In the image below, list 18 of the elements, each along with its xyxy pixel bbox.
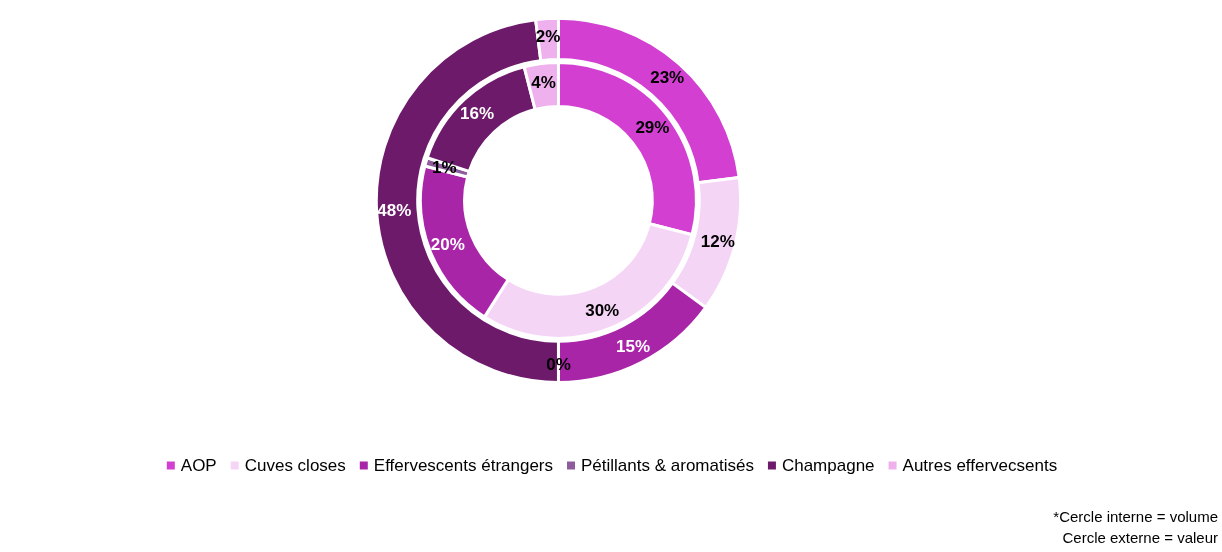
- text: *Cercle interne = volume: [1053, 507, 1218, 527]
- data-label: 23%: [650, 67, 685, 87]
- data-label: 4%: [531, 72, 556, 92]
- legend-label: AOP: [180, 456, 217, 475]
- data-label: 15%: [616, 337, 651, 357]
- legend-label: Pétillants & aromatisés: [581, 456, 754, 475]
- legend-label: Autres effervecsents: [902, 456, 1058, 475]
- data-label: 29%: [635, 117, 670, 137]
- data-label: 16%: [460, 104, 495, 124]
- data-label: 2%: [535, 26, 561, 46]
- data-label: 20%: [430, 234, 465, 254]
- text: Cercle externe = valeur: [1061, 528, 1218, 548]
- data-label: 48%: [377, 201, 412, 221]
- legend-label: Cuves closes: [244, 456, 346, 475]
- legend-label: Champagne: [781, 456, 875, 475]
- data-label: 12%: [700, 231, 735, 251]
- legend-label: Effervescents étrangers: [373, 456, 554, 475]
- data-label: 30%: [585, 301, 620, 321]
